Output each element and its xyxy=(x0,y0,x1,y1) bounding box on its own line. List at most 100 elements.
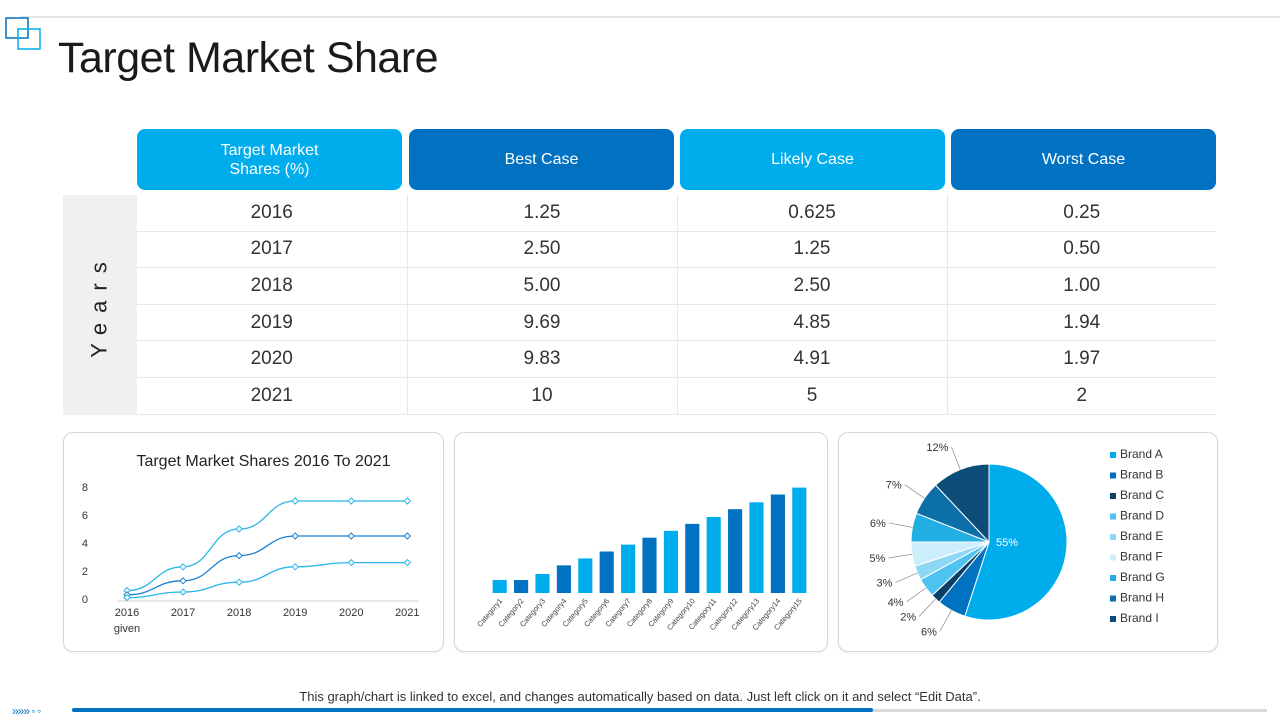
series-point-2 xyxy=(179,577,187,585)
bar xyxy=(728,509,743,593)
legend-swatch xyxy=(1110,554,1116,561)
x-tick-label: 2018 xyxy=(227,607,251,619)
legend-label: Brand H xyxy=(1120,591,1164,605)
bar xyxy=(685,523,700,593)
best-case-cell: 10 xyxy=(407,377,678,415)
legend-swatch xyxy=(1110,472,1116,479)
y-tick-label: 4 xyxy=(82,538,88,550)
pie-chart: 55% 6% 2% 4% 3% 5% 6% 7% 12% Brand A Brand B Brand … xyxy=(869,442,1165,638)
years-side-label: Years xyxy=(87,252,113,358)
slice-label: 5% xyxy=(869,553,885,565)
likely-case-cell: 4.91 xyxy=(677,340,948,378)
legend-swatch xyxy=(1110,493,1116,499)
bar xyxy=(535,573,550,593)
bar xyxy=(599,551,614,593)
series-point-1 xyxy=(179,563,187,571)
market-share-table: 2016 1.25 0.625 0.25 2017 2.50 1.25 0.50… xyxy=(137,195,1216,415)
worst-case-cell: 1.00 xyxy=(947,267,1216,305)
leader-line xyxy=(888,522,913,528)
years-side-label-box: Years xyxy=(63,195,137,415)
pie-chart-panel[interactable]: 55% 6% 2% 4% 3% 5% 6% 7% 12% Brand A Brand B Brand … xyxy=(838,432,1218,652)
series-point-1 xyxy=(347,497,355,505)
header-best-case: Best Case xyxy=(409,129,674,190)
overlapping-squares-icon xyxy=(5,17,41,50)
legend-swatch xyxy=(1110,513,1116,520)
year-cell: 2018 xyxy=(137,267,408,305)
table-row: 2016 1.25 0.625 0.25 xyxy=(137,195,1216,232)
series-line-2 xyxy=(126,535,408,596)
footer-progress-fill xyxy=(72,708,873,712)
legend-label: Brand A xyxy=(1120,447,1163,461)
bar xyxy=(514,580,529,593)
series-point-3 xyxy=(347,558,355,567)
slice-label: 2% xyxy=(900,611,916,623)
likely-case-cell: 1.25 xyxy=(677,231,948,269)
bar xyxy=(578,558,593,593)
line-chart-panel[interactable]: Target Market Shares 2016 To 2021 0 2 4 6 8 20… xyxy=(63,432,444,652)
leader-line xyxy=(918,598,936,617)
leader-line xyxy=(906,587,927,603)
worst-case-cell: 2 xyxy=(947,377,1216,415)
worst-case-cell: 1.94 xyxy=(947,304,1216,342)
bar-chart: Category1Category2Category3Category4Cate… xyxy=(475,487,807,632)
top-divider xyxy=(20,16,1280,18)
series-point-2 xyxy=(403,532,412,540)
best-case-cell: 2.50 xyxy=(407,231,678,269)
likely-case-cell: 4.85 xyxy=(677,304,948,342)
leader-line xyxy=(904,484,925,499)
series-point-1 xyxy=(235,525,243,533)
footer-nav-arrows[interactable]: »»» ◦ ◦ xyxy=(12,704,41,718)
y-tick-label: 2 xyxy=(82,566,88,578)
x-tick-label: 2019 xyxy=(283,607,307,619)
bar xyxy=(770,494,785,593)
table-row: 2021 10 5 2 xyxy=(137,377,1216,415)
series-point-2 xyxy=(291,532,299,540)
legend-label: Brand F xyxy=(1120,550,1163,564)
table-row: 2017 2.50 1.25 0.50 xyxy=(137,231,1216,269)
series-point-3 xyxy=(179,588,187,596)
series-point-3 xyxy=(123,593,131,602)
best-case-cell: 5.00 xyxy=(407,267,678,305)
series-point-2 xyxy=(347,532,355,540)
year-cell: 2021 xyxy=(137,377,408,415)
line-chart: Target Market Shares 2016 To 2021 0 2 4 6 8 20… xyxy=(82,453,420,635)
page-title: Target Market Share xyxy=(58,34,439,82)
series-line-3 xyxy=(126,561,408,599)
series-point-1 xyxy=(403,497,412,505)
bar xyxy=(792,487,807,593)
bar xyxy=(621,544,636,593)
slice-label: 6% xyxy=(921,626,937,638)
best-case-cell: 9.69 xyxy=(407,304,678,342)
header-target-market-shares: Target Market Shares (%) xyxy=(137,129,402,190)
slice-label: 4% xyxy=(888,597,904,609)
worst-case-cell: 0.25 xyxy=(947,195,1216,232)
bar xyxy=(492,580,507,593)
x-tick-label: 2017 xyxy=(171,607,195,619)
worst-case-cell: 0.50 xyxy=(947,231,1216,269)
pie-slice xyxy=(964,463,1068,621)
series-point-3 xyxy=(235,578,243,586)
header-worst-case: Worst Case xyxy=(951,129,1216,190)
worst-case-cell: 1.97 xyxy=(947,340,1216,378)
x-tick-label: 2020 xyxy=(339,607,363,619)
legend-swatch xyxy=(1110,616,1116,622)
x-tick-sublabel: given xyxy=(114,623,140,635)
series-point-3 xyxy=(291,563,299,571)
table-row: 2020 9.83 4.91 1.97 xyxy=(137,340,1216,378)
bar xyxy=(749,502,764,593)
bar xyxy=(706,516,721,593)
legend-label: Brand B xyxy=(1120,468,1163,482)
legend-label: Brand I xyxy=(1120,611,1159,625)
best-case-cell: 1.25 xyxy=(407,195,678,232)
year-cell: 2020 xyxy=(137,340,408,378)
leader-line xyxy=(895,572,918,583)
footer-note: This graph/chart is linked to excel, and… xyxy=(299,689,981,704)
year-cell: 2019 xyxy=(137,304,408,342)
slice-label: 7% xyxy=(886,480,902,492)
legend-swatch xyxy=(1110,534,1116,540)
year-cell: 2017 xyxy=(137,231,408,269)
table-row: 2018 5.00 2.50 1.00 xyxy=(137,267,1216,305)
bar-chart-panel[interactable]: Category1 Category2 Category3 Category4 Cate… xyxy=(454,432,828,652)
legend-label: Brand G xyxy=(1120,570,1165,584)
leader-line xyxy=(888,553,913,559)
